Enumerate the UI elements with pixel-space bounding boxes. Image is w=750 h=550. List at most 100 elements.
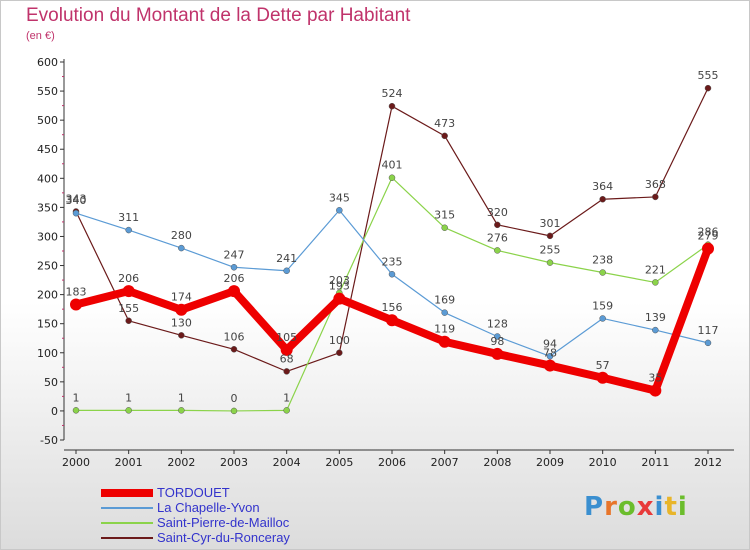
data-label: 78: [543, 347, 557, 360]
legend-label: Saint-Pierre-de-Mailloc: [157, 515, 290, 530]
data-point: [178, 332, 185, 339]
legend-swatch: [101, 507, 153, 509]
data-label: 169: [434, 294, 455, 307]
y-tick-label: 600: [37, 56, 58, 69]
data-point: [494, 221, 501, 229]
data-point: [175, 303, 188, 316]
data-label: 286: [698, 226, 719, 239]
data-label: 311: [118, 211, 139, 224]
data-point: [702, 242, 714, 255]
data-point: [178, 407, 185, 414]
data-point: [599, 195, 606, 203]
data-label: 183: [66, 286, 87, 299]
y-tick-label: 100: [37, 347, 58, 360]
legend-label: La Chapelle-Yvon: [157, 500, 260, 515]
data-label: 203: [329, 274, 350, 287]
data-label: 343: [66, 192, 87, 205]
data-point: [125, 317, 132, 325]
data-point: [230, 264, 238, 271]
data-label: 301: [540, 217, 561, 230]
data-label: 174: [171, 291, 192, 304]
data-point: [544, 359, 556, 372]
data-point: [491, 347, 504, 360]
data-label: 98: [490, 335, 504, 348]
data-point: [333, 292, 346, 305]
data-label: 159: [592, 299, 613, 312]
logo-letter: x: [636, 492, 655, 522]
data-label: 221: [645, 263, 666, 276]
legend-label: Saint-Cyr-du-Ronceray: [157, 530, 290, 545]
x-tick-label: 2004: [273, 456, 301, 469]
data-label: 155: [118, 302, 139, 315]
data-label: 1: [73, 391, 80, 404]
y-tick-label: 150: [37, 318, 58, 331]
x-tick-label: 2007: [431, 456, 459, 469]
y-tick-label: 50: [44, 376, 58, 389]
data-point: [388, 271, 396, 278]
data-label: 1: [178, 391, 185, 404]
data-label: 119: [434, 323, 455, 336]
data-point: [652, 193, 659, 201]
x-tick-label: 2005: [325, 456, 353, 469]
x-tick-label: 2012: [694, 456, 722, 469]
x-tick-label: 2010: [589, 456, 617, 469]
x-tick-label: 2001: [115, 456, 143, 469]
x-tick-label: 2003: [220, 456, 248, 469]
data-label: 473: [434, 117, 455, 130]
data-label: 57: [596, 359, 610, 372]
data-point: [441, 309, 448, 316]
data-point: [599, 315, 606, 322]
data-label: 279: [698, 230, 719, 243]
y-tick-label: 200: [37, 289, 58, 302]
data-label: 1: [283, 391, 290, 404]
data-point: [652, 279, 659, 286]
data-point: [125, 226, 132, 234]
logo-letter: P: [584, 492, 605, 522]
data-point: [125, 407, 132, 414]
data-point: [72, 407, 80, 414]
y-tick-label: 400: [37, 172, 58, 185]
x-tick-label: 2009: [536, 456, 564, 469]
data-label: 280: [171, 229, 192, 242]
data-label: 206: [224, 272, 245, 285]
data-point: [280, 343, 293, 356]
data-point: [652, 326, 659, 334]
data-label: 241: [276, 252, 297, 265]
data-label: 235: [382, 255, 403, 268]
x-tick-label: 2011: [641, 456, 669, 469]
data-label: 156: [382, 301, 403, 314]
data-label: 401: [382, 159, 403, 172]
chart-title: Evolution du Montant de la Dette par Hab…: [26, 5, 411, 26]
data-point: [596, 371, 609, 384]
logo-letter: i: [677, 492, 688, 522]
logo-letter: t: [664, 492, 678, 522]
data-point: [72, 209, 80, 217]
y-tick-label: 350: [37, 201, 58, 214]
data-point: [336, 349, 343, 357]
data-point: [494, 333, 501, 340]
data-point: [388, 102, 396, 110]
y-tick-label: 500: [37, 114, 58, 127]
data-label: 128: [487, 317, 508, 330]
x-tick-label: 2008: [483, 456, 511, 469]
data-label: 68: [280, 352, 294, 365]
y-tick-label: 450: [37, 143, 58, 156]
data-point: [122, 285, 135, 298]
data-label: 117: [698, 324, 719, 337]
data-point: [386, 314, 398, 327]
data-point: [283, 368, 290, 375]
data-point: [649, 384, 662, 397]
data-label: 364: [592, 180, 613, 193]
data-point: [704, 84, 712, 92]
data-point: [546, 353, 554, 360]
data-point: [283, 267, 290, 275]
data-point: [494, 247, 501, 254]
data-label: 193: [329, 280, 350, 293]
data-label: 130: [171, 316, 192, 329]
data-label: 35: [648, 372, 662, 385]
data-point: [70, 298, 82, 311]
y-tick-label: 300: [37, 230, 58, 243]
data-label: 139: [645, 311, 666, 324]
data-point: [546, 232, 554, 240]
